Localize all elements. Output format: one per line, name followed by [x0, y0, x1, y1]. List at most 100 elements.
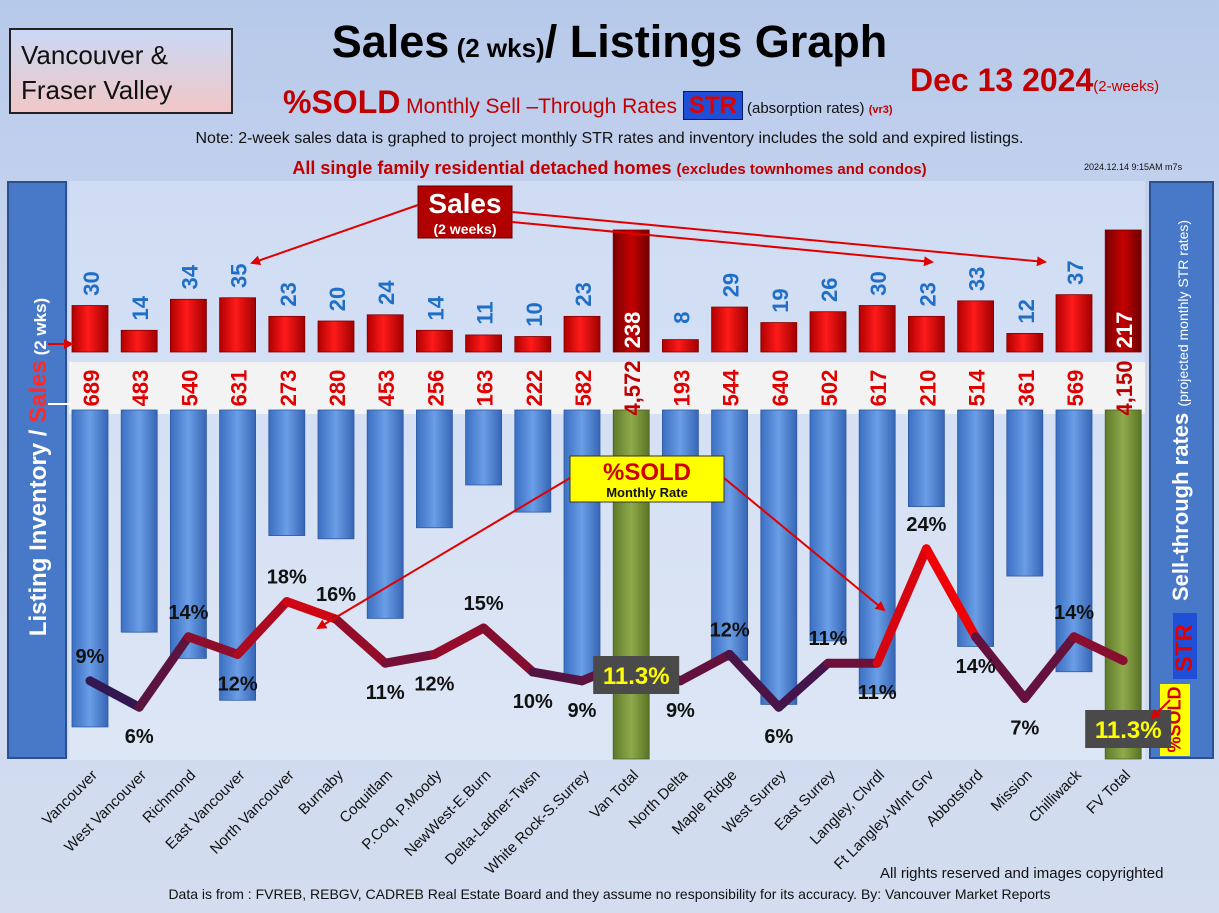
chart-note: Note: 2-week sales data is graphed to pr… [195, 130, 1024, 147]
sales-bar [858, 305, 896, 353]
sales-bar [219, 297, 257, 353]
sales-callout-sub: (2 weeks) [433, 221, 496, 237]
inventory-value-label: 4,572 [620, 360, 645, 415]
bars-layer [69, 229, 1145, 760]
str-value-label: 7% [1010, 717, 1039, 739]
scope-main: All single family residential detached h… [292, 158, 677, 178]
report-date: Dec 13 2024(2-weeks) [910, 62, 1159, 99]
str-value-label: 18% [267, 567, 307, 589]
sales-bar [711, 306, 748, 353]
inventory-value-label: 502 [817, 370, 842, 407]
sales-value-label: 37 [1063, 260, 1088, 284]
sales-value-label: 14 [128, 295, 153, 320]
inventory-bar [514, 409, 552, 513]
x-tick-label: North Vancouver [207, 767, 298, 858]
inventory-value-label: 640 [768, 370, 793, 407]
sales-bar [120, 329, 158, 353]
source-note: Data is from : FVREB, REBGV, CADREB Real… [168, 886, 1051, 902]
sales-value-label: 19 [768, 288, 793, 312]
sales-arrow [511, 211, 1047, 267]
str-line-segment [85, 676, 144, 712]
str-line-segment [872, 544, 931, 668]
str-line-segment [1069, 632, 1128, 666]
inventory-value-label: 631 [227, 370, 252, 407]
sales-value-label: 10 [522, 302, 547, 326]
inventory-value-label: 514 [965, 369, 990, 406]
sales-bar [612, 229, 650, 353]
x-tick-label: NewWest-E.Burn [401, 767, 494, 860]
sales-value-label: 20 [325, 287, 350, 311]
date-suffix: (2-weeks) [1093, 78, 1160, 95]
str-value-label: 6% [125, 726, 154, 748]
str-total-badge [593, 656, 680, 694]
sales-value-label: 12 [1014, 299, 1039, 323]
str-value-label: 11.3% [1095, 717, 1162, 744]
str-value-label: 14% [1054, 602, 1094, 624]
sales-arrow [250, 204, 419, 266]
inventory-bar [268, 409, 306, 536]
labels-layer: 689 30 483 14 540 34 631 35 273 23 280 20 453 24 256 14… [79, 260, 1137, 415]
sales-bar [563, 315, 601, 353]
inventory-value-label: 193 [669, 370, 694, 407]
sales-bar [268, 315, 306, 353]
sold-callout-title: %SOLD [603, 459, 691, 486]
title-listings: / Listings Graph [544, 16, 888, 67]
str-value-label: 11% [366, 682, 405, 704]
sales-value-label: 24 [374, 280, 399, 305]
sales-bar [1006, 332, 1044, 353]
str-line-segment [183, 632, 243, 659]
sales-value-label: 217 [1112, 312, 1137, 349]
sales-value-label: 238 [620, 312, 645, 349]
str-line-segment [331, 614, 390, 668]
inventory-value-label: 163 [473, 370, 498, 407]
sales-bar [366, 314, 404, 353]
sales-bar [514, 336, 552, 353]
str-value-label: 9% [76, 646, 105, 668]
sales-bar [169, 298, 207, 353]
str-line-segment [479, 623, 538, 677]
sales-value-label: 23 [571, 282, 596, 306]
inventory-value-label: 222 [522, 370, 547, 407]
subtitle-version: (vr3) [868, 104, 893, 116]
str-value-label: 11.3% [603, 663, 670, 690]
sales-bar [908, 315, 945, 353]
str-value-label: 14% [168, 602, 208, 624]
inventory-value-label: 273 [276, 370, 301, 407]
sales-bar [465, 334, 503, 353]
inventory-bar [1006, 409, 1044, 577]
subtitle-rates: Monthly Sell –Through Rates [400, 95, 683, 118]
str-line-segment [774, 658, 833, 712]
sales-bar [71, 305, 109, 353]
str-line-segment [282, 597, 341, 624]
str-value-label: 11% [809, 628, 848, 650]
str-value-label: 12% [710, 619, 750, 641]
sales-value-label: 23 [915, 282, 940, 306]
region-line-2: Fraser Valley [21, 75, 173, 105]
sales-value-label: 30 [79, 271, 104, 295]
sales-bar [760, 322, 798, 353]
copyright-note: All rights reserved and images copyright… [880, 865, 1164, 882]
scope-sub: (excludes townhomes and condos) [676, 161, 927, 178]
inventory-value-label: 483 [128, 370, 153, 407]
chart-subtitle: %SOLD Monthly Sell –Through Rates STR (a… [283, 84, 893, 121]
inventory-value-label: 582 [571, 370, 596, 407]
inventory-bar [366, 409, 404, 619]
inventory-bar [858, 409, 896, 695]
sales-bar [415, 329, 453, 353]
inventory-bar [908, 409, 945, 507]
right-str-badge: STR [1171, 613, 1198, 679]
sales-value-label: 8 [669, 311, 694, 323]
sales-value-label: 23 [276, 282, 301, 306]
x-tick-label: Delta-Ladner-Twsn [442, 767, 544, 869]
inventory-value-label: 540 [177, 370, 202, 407]
str-value-label: 11% [858, 682, 897, 704]
x-tick-label: Mission [988, 767, 1036, 815]
str-value-label: 9% [666, 700, 695, 722]
inventory-bar [563, 409, 601, 679]
sales-bar [317, 320, 355, 353]
chart-title: Sales (2 wks)/ Listings Graph [0, 16, 1219, 68]
str-value-label: 14% [956, 656, 996, 678]
